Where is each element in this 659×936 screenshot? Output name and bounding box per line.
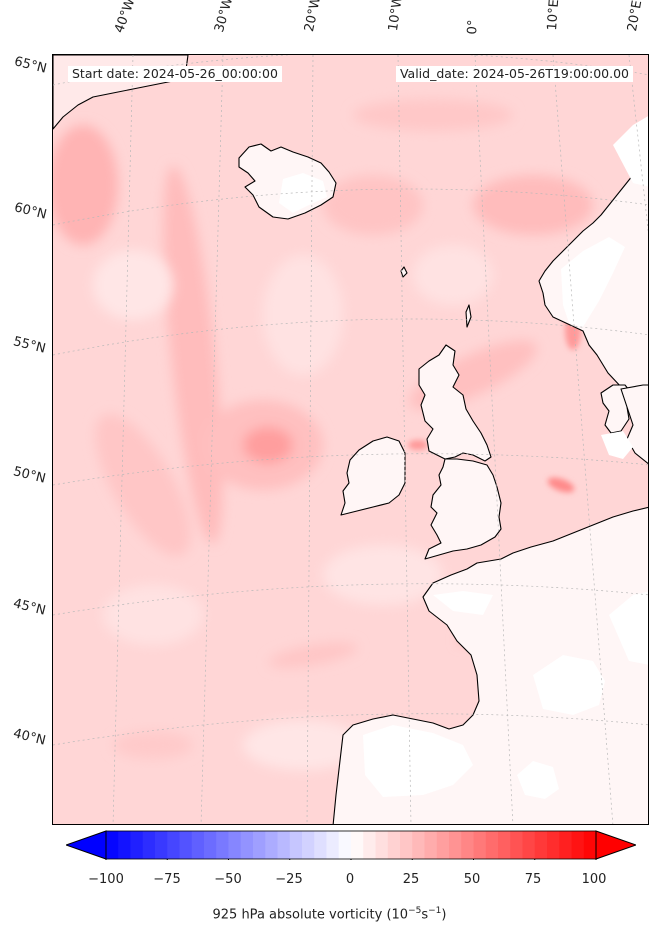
faroe-islands — [400, 266, 408, 278]
colorbar-cell — [167, 831, 180, 859]
colorbar-cell — [289, 831, 303, 859]
lon-label-10w: 10°W — [386, 0, 406, 33]
colorbar-cell — [265, 831, 278, 859]
colorbar-cell — [302, 831, 315, 859]
colorbar-cell — [473, 831, 487, 859]
colorbar-cell — [314, 831, 327, 859]
colorbar-tick-marks — [105, 859, 597, 860]
colorbar-cell — [412, 831, 425, 859]
colorbar-tick-label: 0 — [345, 872, 355, 887]
colorbar-cell — [424, 831, 438, 859]
graticule — [53, 55, 648, 824]
colorbar-cell — [191, 831, 205, 859]
colorbar-tick-label: 50 — [463, 872, 481, 887]
colorbar-cell — [326, 831, 340, 859]
lat-label-55n: 55°N — [11, 334, 48, 357]
colorbar-cell — [216, 831, 229, 859]
lon-label-10e: 10°E — [545, 0, 563, 32]
colorbar-tick-label: −25 — [275, 872, 303, 887]
colorbar-cell — [253, 831, 266, 859]
start-date-label: Start date: 2024-05-26_00:00:00 — [68, 66, 282, 82]
shetland — [465, 304, 472, 328]
colorbar-cell — [118, 831, 131, 859]
sweden-south — [620, 384, 648, 465]
lon-label-30w: 30°W — [212, 0, 237, 35]
colorbar-cell — [277, 831, 291, 859]
colorbar-cell — [363, 831, 376, 859]
colorbar-tick-label: 75 — [524, 872, 542, 887]
colorbar-label: 925 hPa absolute vorticity (10−5s−1) — [212, 906, 447, 923]
lon-label-20e: 20°E — [625, 0, 646, 33]
colorbar-extend-high — [595, 830, 636, 860]
colorbar-cell — [351, 831, 364, 859]
valid-date-label: Valid_date: 2024-05-26T19:00:00.00 — [395, 66, 633, 82]
colorbar-cell — [436, 831, 450, 859]
lat-label-45n: 45°N — [11, 596, 48, 619]
colorbar-cell — [179, 831, 193, 859]
colorbar-cell — [510, 831, 523, 859]
colorbar-cell — [522, 831, 536, 859]
colorbar-cell — [534, 831, 548, 859]
colorbar-tick-label: −50 — [214, 872, 242, 887]
colorbar-cell — [142, 831, 156, 859]
lat-label-40n: 40°N — [11, 726, 48, 749]
colorbar-cell — [498, 831, 511, 859]
lon-label-0: 0° — [465, 19, 481, 36]
vorticity-map — [53, 55, 648, 824]
colorbar-cell — [338, 831, 352, 859]
colorbar-cell — [400, 831, 413, 859]
map-panel — [52, 54, 649, 825]
england-wales — [424, 458, 502, 560]
colorbar-cell — [387, 831, 401, 859]
colorbar-cells — [106, 831, 597, 859]
colorbar-cell — [559, 831, 572, 859]
colorbar — [66, 830, 636, 860]
colorbar-cell — [547, 831, 560, 859]
colorbar-cell — [240, 831, 254, 859]
colorbar-extend-low — [66, 830, 107, 860]
colorbar-cell — [583, 831, 597, 859]
colorbar-tick-label: −75 — [153, 872, 181, 887]
lon-label-40w: 40°W — [112, 0, 139, 36]
colorbar-cell — [155, 831, 168, 859]
colorbar-tick-label: 100 — [581, 872, 607, 887]
scotland — [418, 344, 492, 462]
lat-label-50n: 50°N — [11, 464, 48, 487]
colorbar-tick-label: 25 — [402, 872, 420, 887]
colorbar-cell — [106, 831, 119, 859]
colorbar-cell — [485, 831, 499, 859]
colorbar-cell — [461, 831, 474, 859]
colorbar-tick-label: −100 — [88, 872, 124, 887]
vorticity-lighter-patches — [93, 245, 493, 770]
colorbar-cell — [571, 831, 585, 859]
lon-label-20w: 20°W — [302, 0, 325, 34]
colorbar-cell — [228, 831, 242, 859]
ireland — [340, 436, 406, 516]
colorbar-cell — [449, 831, 462, 859]
lat-label-60n: 60°N — [12, 200, 49, 223]
lat-label-65n: 65°N — [12, 54, 49, 77]
masked-terrain — [279, 116, 648, 799]
colorbar-cell — [204, 831, 217, 859]
colorbar-cell — [130, 831, 144, 859]
colorbar-cell — [375, 831, 389, 859]
